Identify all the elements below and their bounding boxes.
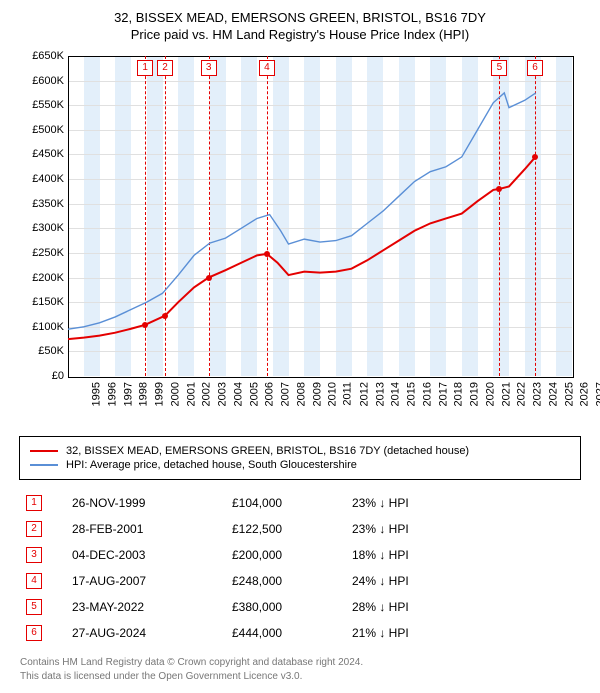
chart-lines: [20, 48, 574, 378]
title-line-1: 32, BISSEX MEAD, EMERSONS GREEN, BRISTOL…: [10, 10, 590, 25]
tx-hpi-delta: 18% ↓ HPI: [352, 548, 492, 562]
x-axis-label: 2009: [311, 382, 323, 406]
tx-hpi-delta: 28% ↓ HPI: [352, 600, 492, 614]
price-chart: £0£50K£100K£150K£200K£250K£300K£350K£400…: [20, 48, 580, 428]
tx-marker-box: 4: [26, 573, 42, 589]
title-line-2: Price paid vs. HM Land Registry's House …: [10, 27, 590, 42]
x-axis-label: 2011: [342, 382, 354, 406]
x-axis-label: 1999: [153, 382, 165, 406]
table-row: 1 26-NOV-1999£104,00023% ↓ HPI: [20, 490, 580, 516]
x-axis-label: 2012: [358, 382, 370, 406]
legend-label: 32, BISSEX MEAD, EMERSONS GREEN, BRISTOL…: [66, 445, 469, 457]
x-axis-label: 2015: [405, 382, 417, 406]
footer-attribution: Contains HM Land Registry data © Crown c…: [20, 656, 590, 683]
x-axis-label: 1998: [138, 382, 150, 406]
x-axis-label: 2017: [437, 382, 449, 406]
tx-hpi-delta: 24% ↓ HPI: [352, 574, 492, 588]
tx-price: £200,000: [232, 548, 352, 562]
tx-price: £380,000: [232, 600, 352, 614]
table-row: 4 17-AUG-2007£248,00024% ↓ HPI: [20, 568, 580, 594]
tx-price: £248,000: [232, 574, 352, 588]
legend-item: HPI: Average price, detached house, Sout…: [30, 459, 570, 471]
tx-price: £104,000: [232, 496, 352, 510]
tx-date: 28-FEB-2001: [72, 522, 232, 536]
x-axis-label: 2019: [468, 382, 480, 406]
x-axis-label: 1995: [90, 382, 102, 406]
x-axis-label: 1996: [106, 382, 118, 406]
legend-swatch: [30, 450, 58, 452]
tx-date: 04-DEC-2003: [72, 548, 232, 562]
table-row: 6 27-AUG-2024£444,00021% ↓ HPI: [20, 620, 580, 646]
legend-label: HPI: Average price, detached house, Sout…: [66, 459, 357, 471]
x-axis-label: 2016: [421, 382, 433, 406]
tx-marker-box: 3: [26, 547, 42, 563]
x-axis-label: 2023: [531, 382, 543, 406]
x-axis-label: 2010: [327, 382, 339, 406]
x-axis-label: 1997: [122, 382, 134, 406]
x-axis-label: 2022: [516, 382, 528, 406]
x-axis-label: 2006: [264, 382, 276, 406]
x-axis-label: 2026: [579, 382, 591, 406]
x-axis-label: 2014: [390, 382, 402, 406]
tx-marker-box: 6: [26, 625, 42, 641]
table-row: 2 28-FEB-2001£122,50023% ↓ HPI: [20, 516, 580, 542]
x-axis-label: 2007: [279, 382, 291, 406]
table-row: 5 23-MAY-2022£380,00028% ↓ HPI: [20, 594, 580, 620]
tx-price: £444,000: [232, 626, 352, 640]
chart-title: 32, BISSEX MEAD, EMERSONS GREEN, BRISTOL…: [10, 10, 590, 42]
tx-date: 17-AUG-2007: [72, 574, 232, 588]
x-axis-label: 2024: [547, 382, 559, 406]
series-price_paid: [68, 157, 535, 339]
x-axis-label: 2002: [201, 382, 213, 406]
x-axis-label: 2004: [232, 382, 244, 406]
legend-swatch: [30, 464, 58, 466]
tx-price: £122,500: [232, 522, 352, 536]
x-axis-label: 2013: [374, 382, 386, 406]
tx-marker-box: 2: [26, 521, 42, 537]
transaction-table: 1 26-NOV-1999£104,00023% ↓ HPI 2 28-FEB-200…: [20, 490, 580, 646]
tx-date: 26-NOV-1999: [72, 496, 232, 510]
x-axis-label: 2021: [500, 382, 512, 406]
footer-line-1: Contains HM Land Registry data © Crown c…: [20, 656, 590, 670]
x-axis-label: 2000: [169, 382, 181, 406]
x-axis-label: 2008: [295, 382, 307, 406]
x-axis-label: 2025: [563, 382, 575, 406]
footer-line-2: This data is licensed under the Open Gov…: [20, 670, 590, 684]
tx-hpi-delta: 23% ↓ HPI: [352, 522, 492, 536]
x-axis-label: 2020: [484, 382, 496, 406]
x-axis-label: 2018: [453, 382, 465, 406]
tx-date: 23-MAY-2022: [72, 600, 232, 614]
x-axis-label: 2005: [248, 382, 260, 406]
table-row: 3 04-DEC-2003£200,00018% ↓ HPI: [20, 542, 580, 568]
legend-item: 32, BISSEX MEAD, EMERSONS GREEN, BRISTOL…: [30, 445, 570, 457]
x-axis-label: 2001: [185, 382, 197, 406]
legend: 32, BISSEX MEAD, EMERSONS GREEN, BRISTOL…: [19, 436, 581, 480]
x-axis-label: 2027: [594, 382, 600, 406]
tx-date: 27-AUG-2024: [72, 626, 232, 640]
tx-hpi-delta: 21% ↓ HPI: [352, 626, 492, 640]
tx-marker-box: 5: [26, 599, 42, 615]
tx-marker-box: 1: [26, 495, 42, 511]
tx-hpi-delta: 23% ↓ HPI: [352, 496, 492, 510]
x-axis-label: 2003: [216, 382, 228, 406]
